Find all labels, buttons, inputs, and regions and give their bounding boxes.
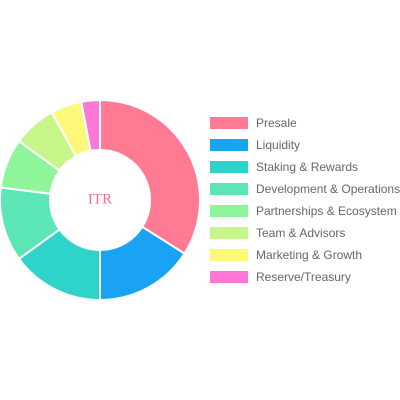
donut-slices <box>0 98 201 302</box>
legend-swatch <box>210 139 248 151</box>
legend-label: Team & Advisors <box>256 226 346 240</box>
legend-item-liquidity[interactable]: Liquidity <box>210 134 400 156</box>
legend-item-team-advisors[interactable]: Team & Advisors <box>210 222 400 244</box>
legend-item-staking-rewards[interactable]: Staking & Rewards <box>210 156 400 178</box>
legend-label: Marketing & Growth <box>256 248 363 262</box>
legend-label: Presale <box>256 116 297 130</box>
legend-label: Liquidity <box>256 138 301 152</box>
legend-item-reserve-treasury[interactable]: Reserve/Treasury <box>210 266 400 288</box>
legend-swatch <box>210 205 248 217</box>
chart-legend: Presale Liquidity Staking & Rewards Develop… <box>210 112 400 288</box>
legend-item-marketing-growth[interactable]: Marketing & Growth <box>210 244 400 266</box>
legend-swatch <box>210 117 248 129</box>
legend-item-partnerships-ecosystem[interactable]: Partnerships & Ecosystem <box>210 200 400 222</box>
legend-label: Development & Operations <box>256 182 400 196</box>
slice-presale[interactable] <box>99 98 201 255</box>
center-label: ITR <box>88 191 112 207</box>
slice-reserve-treasury[interactable] <box>80 98 101 153</box>
legend-swatch <box>210 227 248 239</box>
legend-label: Partnerships & Ecosystem <box>256 204 397 218</box>
legend-label: Staking & Rewards <box>256 160 359 174</box>
legend-swatch <box>210 183 248 195</box>
legend-swatch <box>210 249 248 261</box>
legend-swatch <box>210 161 248 173</box>
legend-item-presale[interactable]: Presale <box>210 112 400 134</box>
legend-item-development-operations[interactable]: Development & Operations <box>210 178 400 200</box>
legend-label: Reserve/Treasury <box>256 270 351 284</box>
legend-swatch <box>210 271 248 283</box>
